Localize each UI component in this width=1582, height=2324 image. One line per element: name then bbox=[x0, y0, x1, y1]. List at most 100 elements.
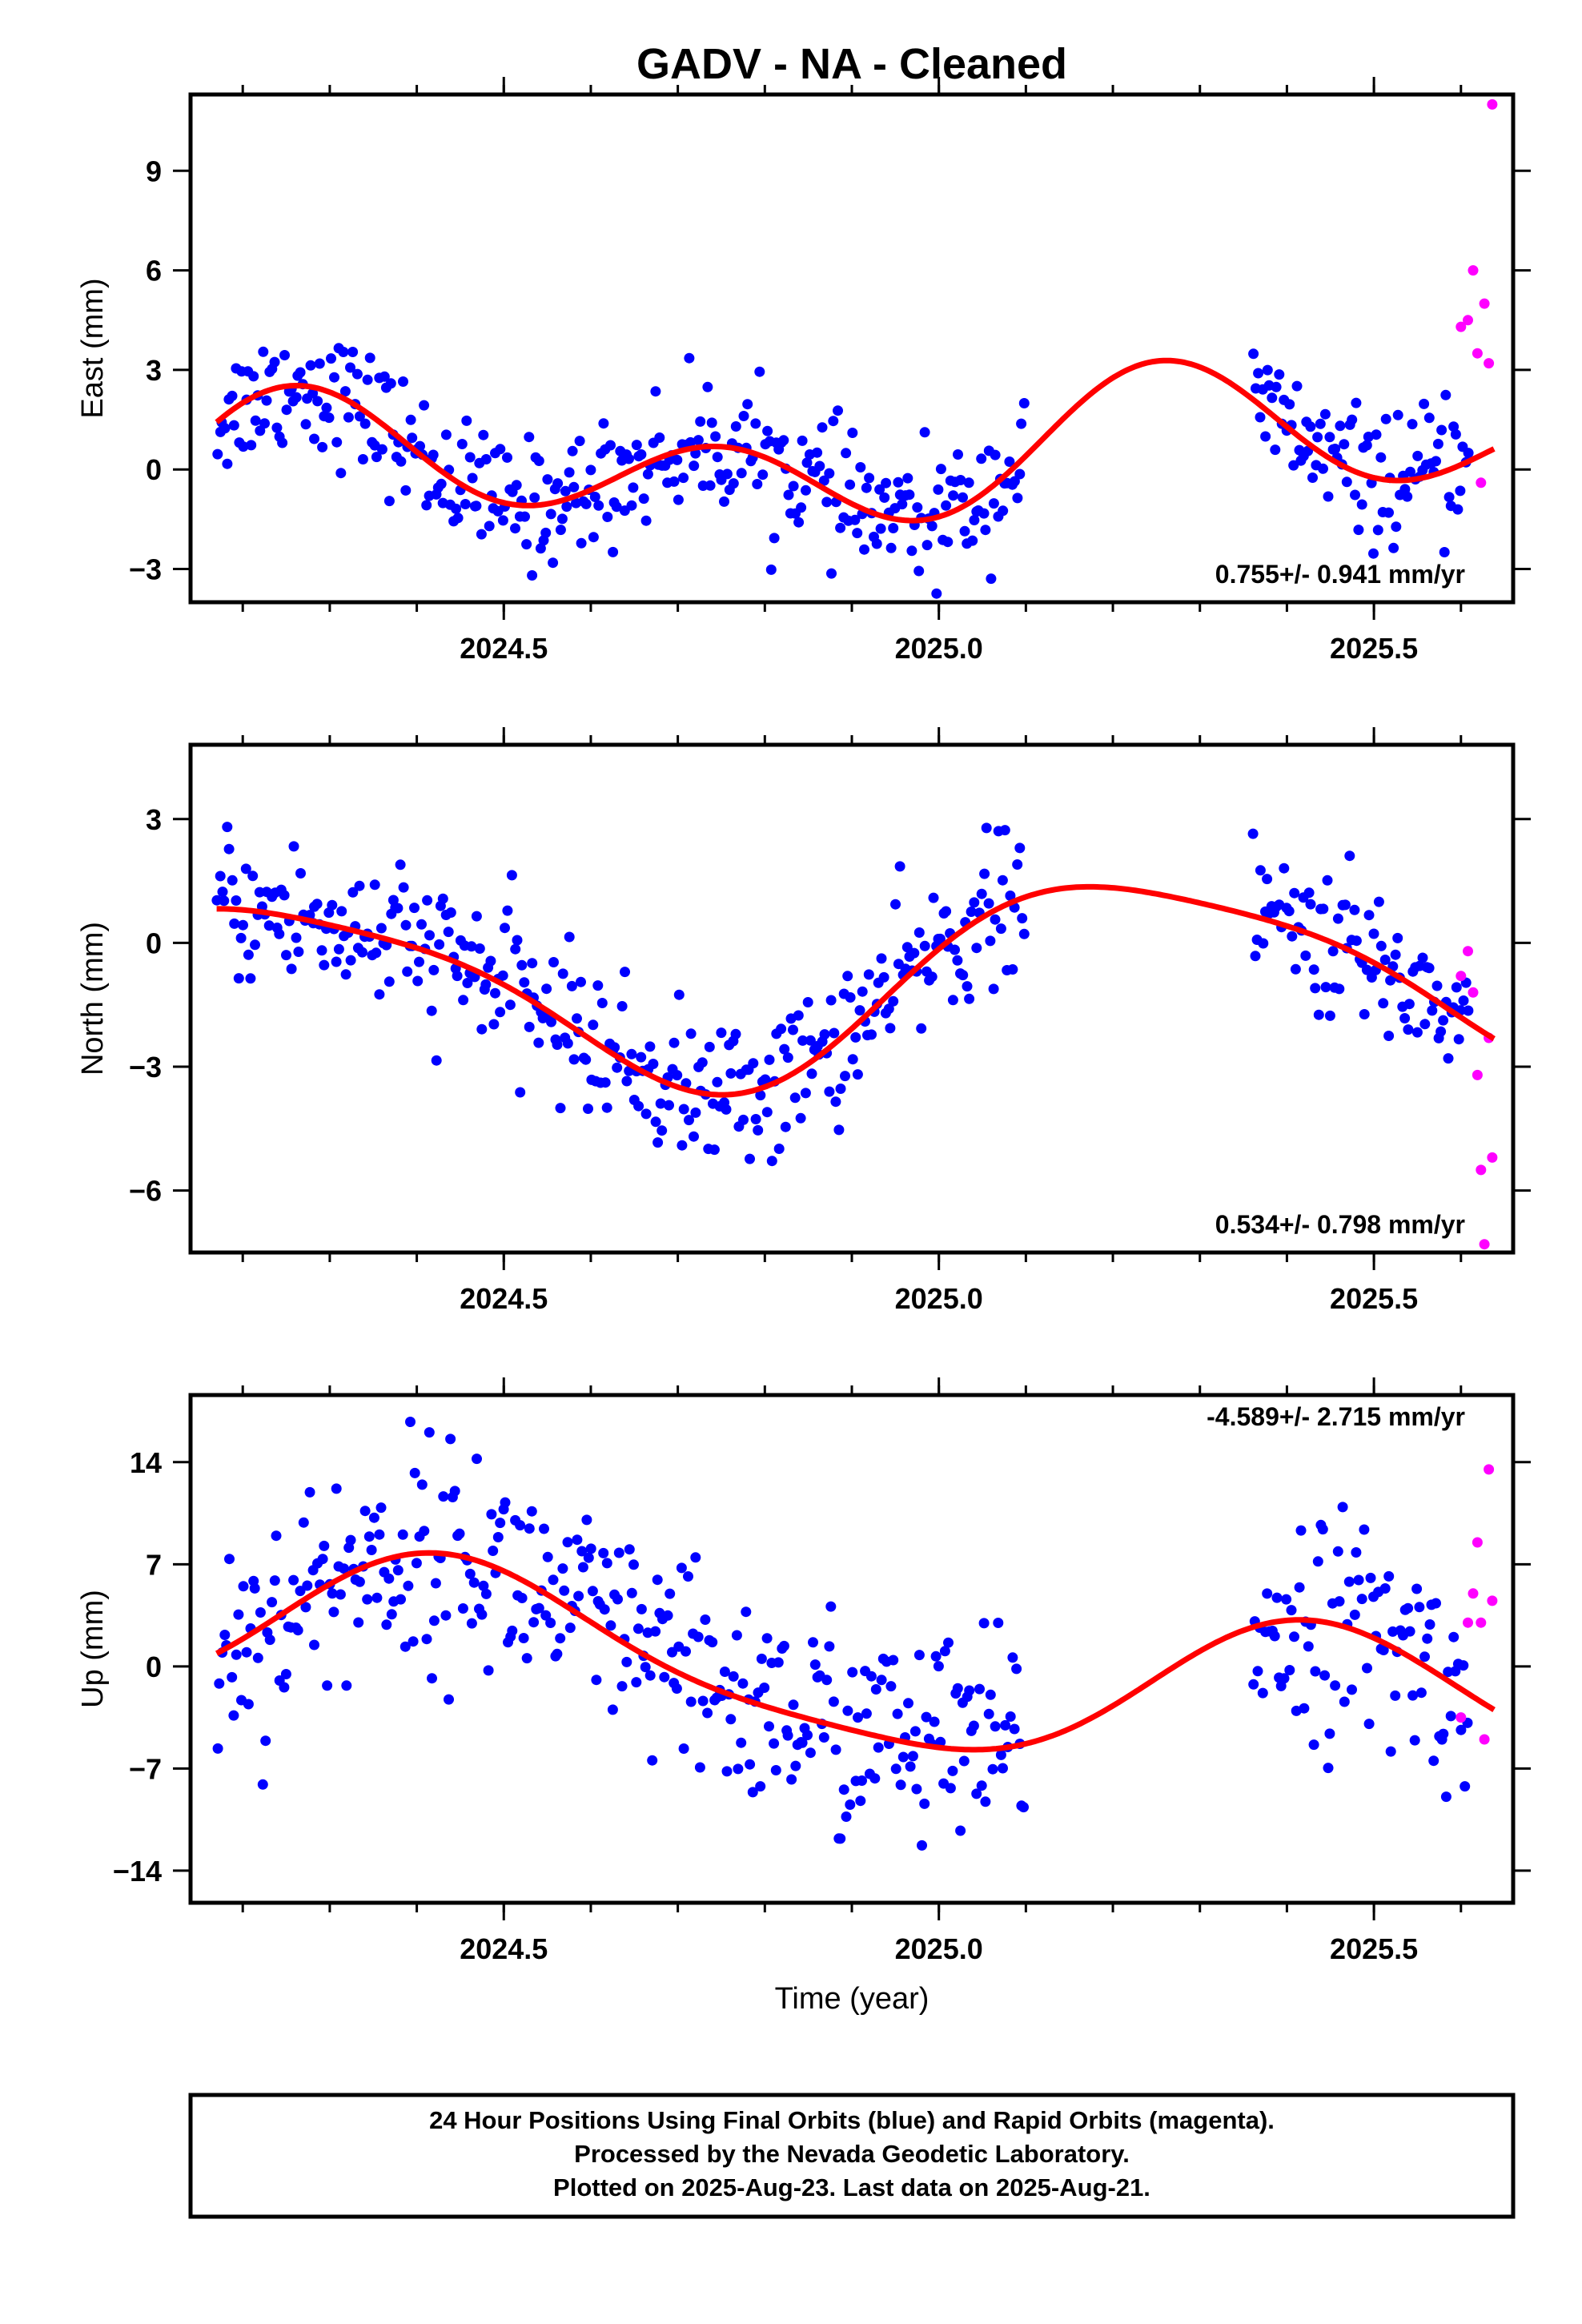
final-orbit-point bbox=[725, 1714, 737, 1725]
final-orbit-point bbox=[466, 1618, 477, 1629]
final-orbit-point bbox=[1018, 928, 1030, 939]
final-orbit-point bbox=[978, 1618, 990, 1629]
final-orbit-point bbox=[626, 500, 637, 511]
final-orbit-point bbox=[978, 508, 990, 519]
final-orbit-point bbox=[913, 927, 925, 938]
final-orbit-point bbox=[773, 1144, 785, 1154]
final-orbit-point bbox=[876, 1675, 887, 1686]
final-orbit-point bbox=[888, 1655, 899, 1666]
final-orbit-point bbox=[397, 1529, 408, 1540]
final-orbit-point bbox=[592, 980, 604, 991]
final-orbit-point bbox=[467, 472, 478, 484]
final-orbit-point bbox=[354, 880, 365, 891]
final-orbit-point bbox=[988, 983, 999, 995]
final-orbit-point bbox=[402, 966, 413, 977]
final-orbit-point bbox=[559, 1585, 570, 1596]
y-tick-label: 9 bbox=[146, 155, 162, 187]
final-orbit-point bbox=[672, 454, 683, 465]
final-orbit-point bbox=[1440, 1791, 1452, 1803]
final-orbit-point bbox=[580, 498, 592, 509]
final-orbit-point bbox=[260, 1735, 271, 1747]
final-orbit-point bbox=[292, 1625, 303, 1636]
final-orbit-point bbox=[476, 1609, 488, 1620]
final-orbit-point bbox=[259, 418, 270, 429]
final-orbit-point bbox=[1349, 1609, 1360, 1620]
final-orbit-point bbox=[555, 1633, 566, 1644]
final-orbit-point bbox=[520, 511, 530, 522]
final-orbit-point bbox=[528, 1617, 540, 1628]
final-orbit-point bbox=[706, 417, 717, 428]
final-orbit-point bbox=[764, 1721, 774, 1732]
final-orbit-point bbox=[1318, 463, 1328, 474]
final-orbit-point bbox=[681, 1646, 691, 1657]
final-orbit-point bbox=[802, 1730, 813, 1741]
final-orbit-point bbox=[248, 371, 259, 382]
final-orbit-point bbox=[728, 1671, 739, 1682]
final-orbit-point bbox=[521, 1653, 532, 1664]
final-orbit-point bbox=[430, 1578, 441, 1589]
final-orbit-point bbox=[1359, 1524, 1370, 1535]
final-orbit-point bbox=[274, 928, 285, 939]
final-orbit-point bbox=[1300, 950, 1311, 961]
final-orbit-point bbox=[842, 971, 853, 982]
final-orbit-point bbox=[562, 1537, 573, 1548]
final-orbit-point bbox=[1422, 1633, 1433, 1644]
final-orbit-point bbox=[1253, 368, 1264, 379]
final-orbit-point bbox=[1463, 1005, 1474, 1016]
final-orbit-point bbox=[542, 1551, 553, 1562]
final-orbit-point bbox=[742, 399, 753, 410]
final-orbit-point bbox=[440, 1610, 452, 1621]
final-orbit-point bbox=[298, 1517, 309, 1528]
final-orbit-point bbox=[416, 1479, 428, 1490]
final-orbit-point bbox=[1378, 1645, 1389, 1655]
final-orbit-point bbox=[580, 1054, 592, 1065]
model-fit-line bbox=[215, 357, 1496, 524]
final-orbit-point bbox=[405, 1417, 416, 1427]
final-orbit-point bbox=[238, 441, 249, 452]
final-orbit-point bbox=[327, 899, 338, 911]
final-orbit-point bbox=[1012, 493, 1023, 504]
final-orbit-point bbox=[1011, 1663, 1022, 1675]
final-orbit-point bbox=[1431, 456, 1441, 467]
final-orbit-point bbox=[863, 969, 874, 980]
final-orbit-point bbox=[1009, 476, 1020, 487]
final-orbit-point bbox=[998, 1763, 1008, 1774]
final-orbit-point bbox=[1271, 381, 1282, 392]
final-orbit-point bbox=[246, 440, 257, 451]
chart-title: GADV - NA - Cleaned bbox=[636, 40, 1067, 88]
final-orbit-point bbox=[601, 1558, 612, 1569]
final-orbit-point bbox=[398, 882, 409, 893]
final-orbit-point bbox=[963, 477, 974, 489]
final-orbit-point bbox=[1267, 392, 1278, 404]
final-orbit-point bbox=[596, 998, 608, 1008]
final-orbit-point bbox=[422, 895, 433, 906]
final-orbit-point bbox=[589, 492, 600, 502]
final-orbit-point bbox=[524, 1021, 535, 1032]
final-orbit-point bbox=[1356, 499, 1367, 510]
final-orbit-point bbox=[1371, 429, 1382, 440]
final-orbit-point bbox=[833, 405, 843, 416]
final-orbit-point bbox=[591, 1675, 602, 1686]
final-orbit-point bbox=[1380, 413, 1391, 424]
final-orbit-point bbox=[770, 1765, 781, 1775]
final-orbit-point bbox=[676, 1562, 687, 1574]
y-tick-label: 14 bbox=[130, 1446, 162, 1479]
final-orbit-point bbox=[845, 1799, 856, 1810]
final-orbit-point bbox=[835, 522, 846, 533]
final-orbit-point bbox=[870, 1684, 881, 1695]
final-orbit-point bbox=[644, 1041, 656, 1052]
final-orbit-point bbox=[548, 557, 559, 569]
final-orbit-point bbox=[548, 957, 559, 967]
final-orbit-point bbox=[480, 454, 492, 464]
final-orbit-point bbox=[1415, 1687, 1427, 1699]
final-orbit-point bbox=[1339, 899, 1351, 911]
final-orbit-point bbox=[412, 975, 424, 987]
final-orbit-point bbox=[926, 521, 938, 532]
final-orbit-point bbox=[958, 492, 968, 503]
final-orbit-point bbox=[990, 1721, 1001, 1732]
final-orbit-point bbox=[309, 1639, 319, 1651]
final-orbit-point bbox=[339, 1563, 350, 1574]
final-orbit-point bbox=[818, 475, 829, 486]
y-tick-label: 0 bbox=[146, 1651, 162, 1683]
